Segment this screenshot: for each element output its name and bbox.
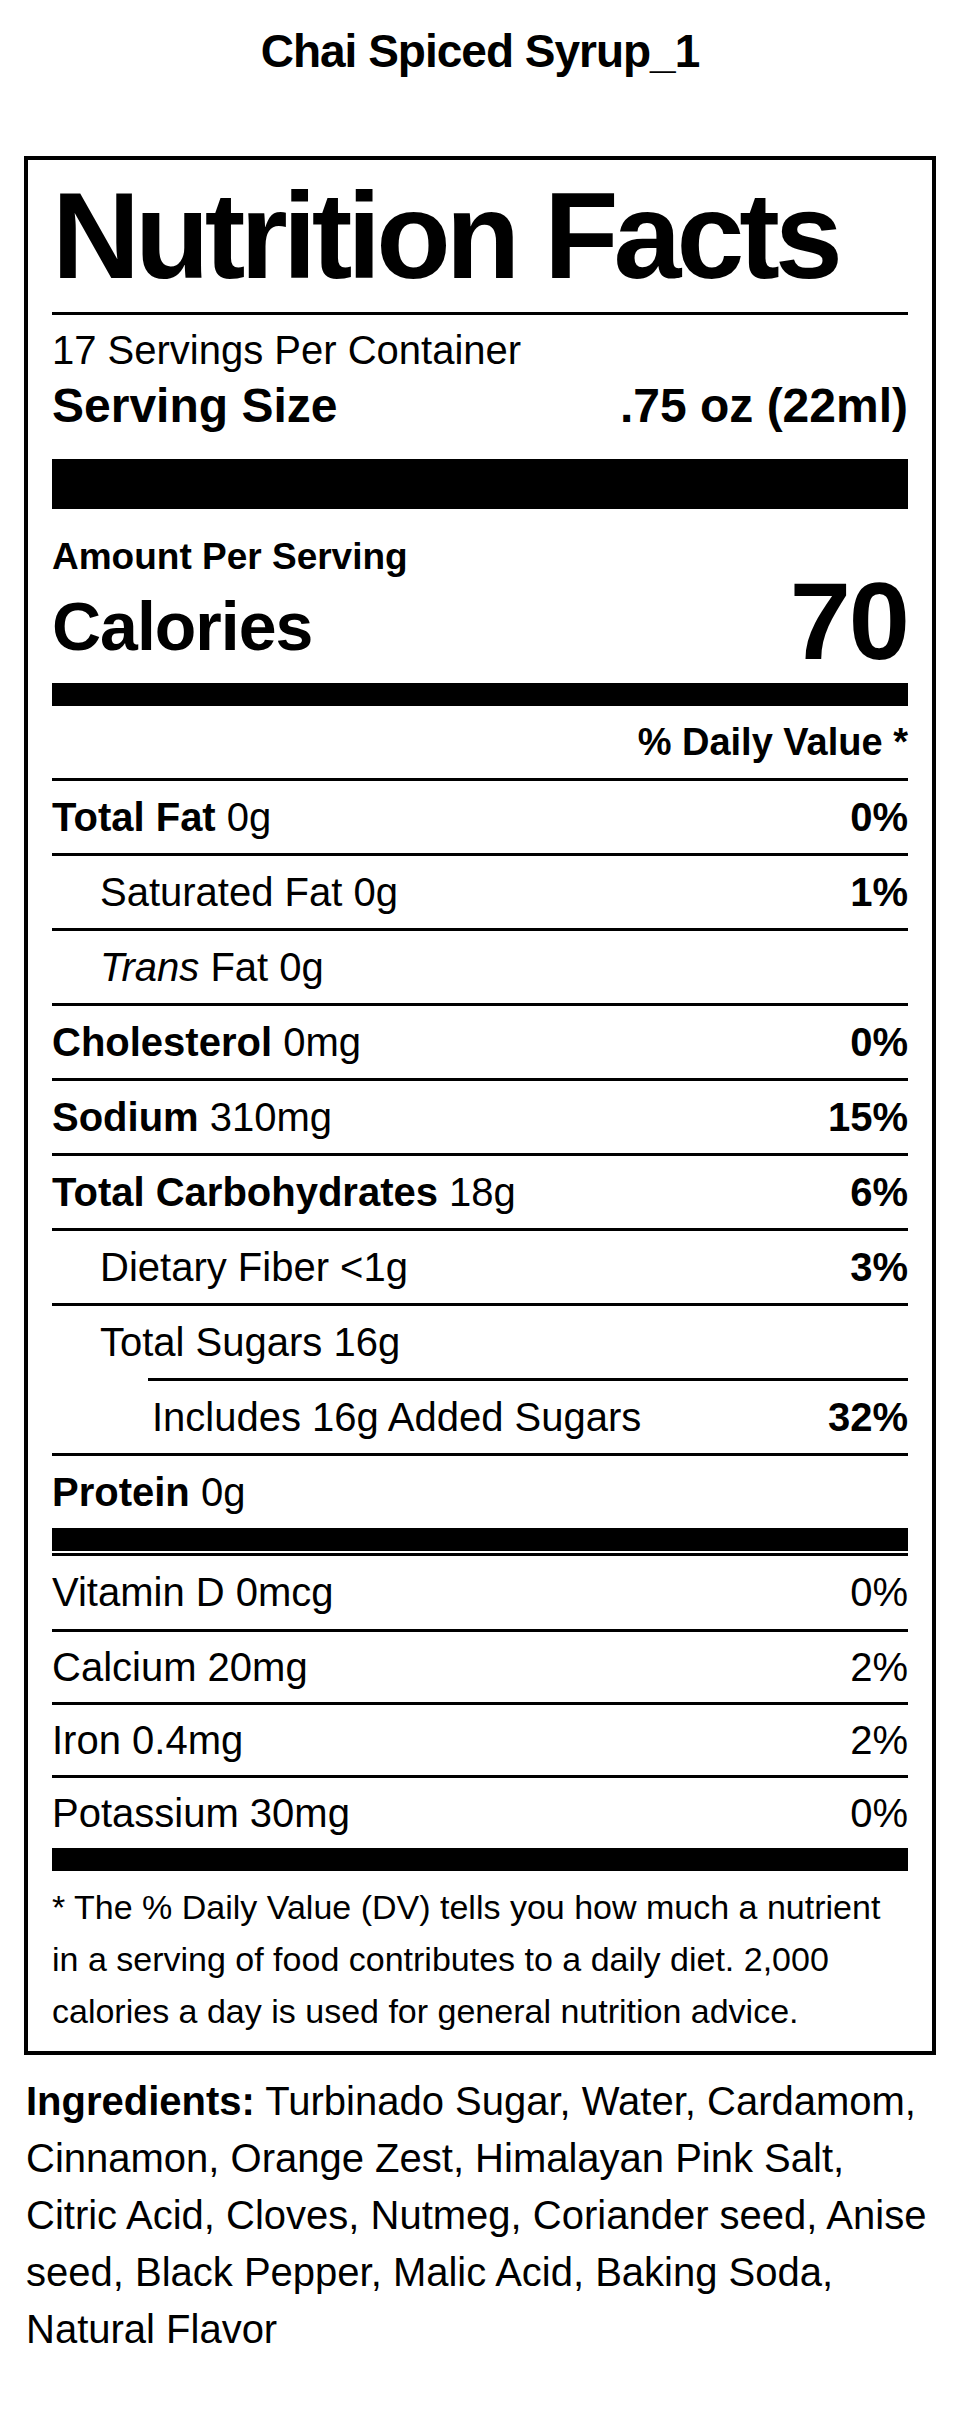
vitamin-name: Potassium 30mg (52, 1791, 350, 1836)
nutrient-name: Total Fat 0g (52, 795, 271, 840)
nutrient-row-total-sugars: Total Sugars 16g (52, 1303, 908, 1378)
divider-bar-with-rule (52, 1528, 908, 1556)
nutrient-dv: 6% (850, 1170, 908, 1215)
nutrition-facts-panel: Nutrition Facts 17 Servings Per Containe… (24, 156, 936, 2055)
calories-value: 70 (790, 577, 908, 665)
serving-size-label: Serving Size (52, 375, 337, 437)
vitamin-dv: 0% (850, 1570, 908, 1615)
vitamin-row-vitamin-d: Vitamin D 0mcg 0% (52, 1556, 908, 1629)
nutrient-dv: 15% (828, 1095, 908, 1140)
daily-value-header: % Daily Value * (52, 706, 908, 778)
nutrient-name: Protein 0g (52, 1470, 245, 1515)
amount-per-serving-label: Amount Per Serving (52, 537, 908, 577)
serving-size-value: .75 oz (22ml) (620, 375, 908, 437)
divider-bar-medium (52, 1848, 908, 1871)
nutrient-row-total-fat: Total Fat 0g 0% (52, 778, 908, 853)
servings-per-container: 17 Servings Per Container (52, 325, 908, 375)
nutrient-dv: 32% (828, 1395, 908, 1440)
vitamin-row-calcium: Calcium 20mg 2% (52, 1629, 908, 1702)
nutrient-name: Total Sugars 16g (52, 1320, 400, 1365)
daily-value-footnote: * The % Daily Value (DV) tells you how m… (52, 1871, 908, 2037)
serving-size-row: Serving Size .75 oz (22ml) (52, 375, 908, 437)
nutrient-rows: Total Fat 0g 0% Saturated Fat 0g 1% Tran… (52, 778, 908, 1528)
nutrient-dv: 0% (850, 795, 908, 840)
vitamin-name: Vitamin D 0mcg (52, 1570, 334, 1615)
nutrient-row-cholesterol: Cholesterol 0mg 0% (52, 1003, 908, 1078)
vitamin-name: Calcium 20mg (52, 1645, 308, 1690)
vitamin-dv: 2% (850, 1645, 908, 1690)
nutrient-name: Cholesterol 0mg (52, 1020, 361, 1065)
nutrient-row-total-carbohydrates: Total Carbohydrates 18g 6% (52, 1153, 908, 1228)
vitamin-row-potassium: Potassium 30mg 0% (52, 1775, 908, 1848)
nutrient-row-sodium: Sodium 310mg 15% (52, 1078, 908, 1153)
nutrient-name: Sodium 310mg (52, 1095, 332, 1140)
vitamin-rows: Vitamin D 0mcg 0% Calcium 20mg 2% Iron 0… (52, 1556, 908, 1848)
vitamin-row-iron: Iron 0.4mg 2% (52, 1702, 908, 1775)
nutrient-row-added-sugars: Includes 16g Added Sugars 32% (148, 1378, 908, 1453)
nutrient-row-protein: Protein 0g (52, 1453, 908, 1528)
vitamin-dv: 2% (850, 1718, 908, 1763)
nutrient-row-saturated-fat: Saturated Fat 0g 1% (52, 853, 908, 928)
ingredients-label: Ingredients: (26, 2079, 255, 2123)
nutrient-row-trans-fat: Trans Fat 0g (52, 928, 908, 1003)
ingredients-paragraph: Ingredients: Turbinado Sugar, Water, Car… (26, 2073, 932, 2358)
divider-bar-thick (52, 459, 908, 509)
nutrient-name: Total Carbohydrates 18g (52, 1170, 516, 1215)
nutrient-dv: 1% (850, 870, 908, 915)
nutrient-name: Includes 16g Added Sugars (152, 1395, 641, 1440)
product-title: Chai Spiced Syrup_1 (0, 0, 960, 78)
nutrition-facts-heading: Nutrition Facts (52, 160, 908, 315)
divider-bar-medium (52, 1528, 908, 1551)
nutrient-name: Trans Fat 0g (52, 945, 324, 990)
vitamin-dv: 0% (850, 1791, 908, 1836)
nutrient-name: Dietary Fiber <1g (52, 1245, 408, 1290)
nutrient-dv: 3% (850, 1245, 908, 1290)
vitamin-name: Iron 0.4mg (52, 1718, 243, 1763)
nutrient-dv: 0% (850, 1020, 908, 1065)
divider-bar-medium (52, 683, 908, 706)
calories-row: Calories 70 (52, 577, 908, 665)
nutrient-row-dietary-fiber: Dietary Fiber <1g 3% (52, 1228, 908, 1303)
calories-label: Calories (52, 587, 312, 665)
nutrient-name: Saturated Fat 0g (52, 870, 398, 915)
